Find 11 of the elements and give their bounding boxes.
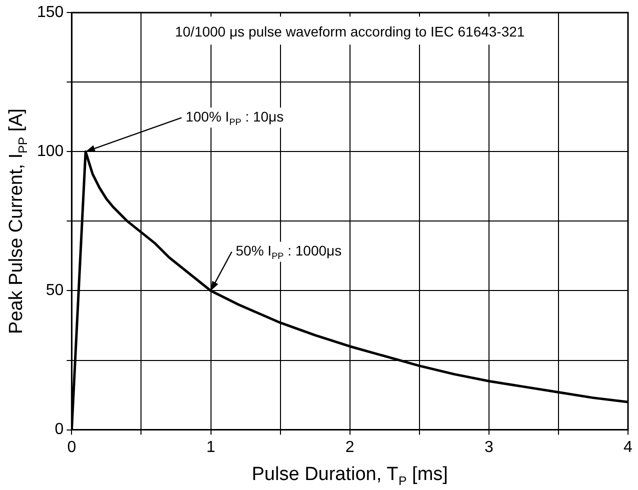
x-tick-label: 4 — [624, 438, 633, 456]
annotation: 10/1000 μs pulse waveform according to IEC 61643-321 — [174, 24, 525, 40]
y-tick-label: 150 — [36, 4, 64, 22]
y-tick-label: 50 — [46, 282, 64, 300]
x-tick-label: 3 — [484, 438, 494, 456]
y-tick-label: 0 — [54, 421, 64, 438]
y-tick-label: 100 — [36, 143, 64, 160]
y-axis-title: Peak Pulse Current, IPP [A] — [6, 108, 30, 334]
x-tick-label: 2 — [345, 438, 354, 456]
x-tick-label: 1 — [206, 438, 216, 456]
x-tick-label: 0 — [67, 438, 76, 456]
